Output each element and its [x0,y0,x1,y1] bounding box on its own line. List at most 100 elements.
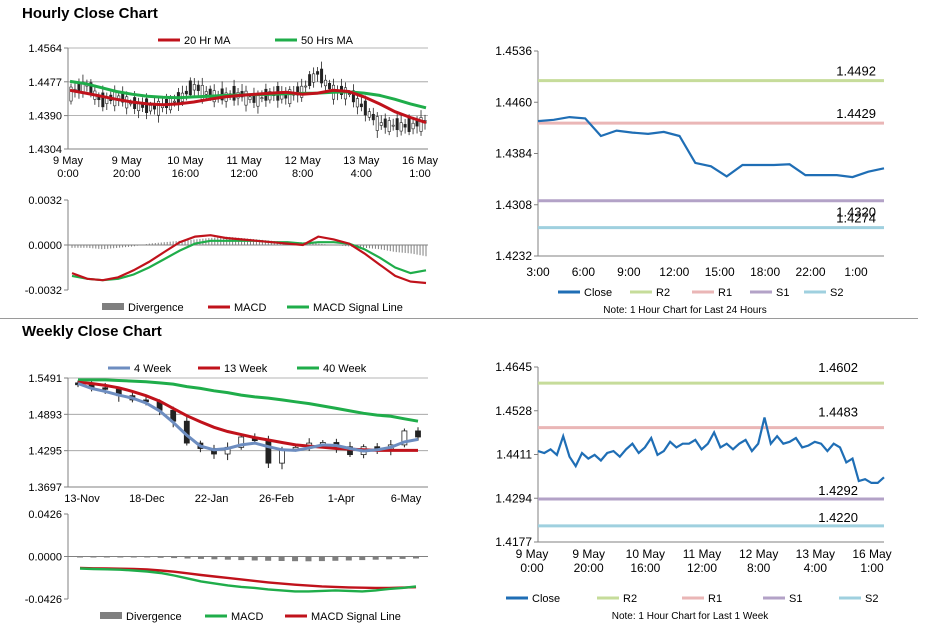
hourly-candle-body [391,124,395,127]
hourly-macd-line [71,234,427,285]
section-divider [0,318,918,319]
hourly-candle-body [188,80,192,96]
weekly-close-r2-legend-label: R2 [623,593,637,605]
close24-xtick-label: 15:00 [705,265,735,279]
hourly-candle-body [172,100,176,103]
close-ytick-label: 1.4308 [495,198,532,212]
w13-legend-label: 13 Week [224,363,268,375]
weekly-macd-line [79,567,417,593]
hourly-xtick-label: 9 May [112,155,142,167]
weekly-xtick-label: 13-Nov [64,493,100,505]
weekly-close-xtick-label: 1:00 [860,561,884,575]
hourly-candle-body [320,68,324,84]
close24-xtick-label: 22:00 [796,265,826,279]
weekly-divergence-bar [144,556,151,558]
weekly-divergence-bar [117,556,124,558]
weekly-macd-signal-line [79,566,417,590]
weekly-close-r1-legend-label: R1 [708,593,722,605]
hourly-xtick-label: 4:00 [351,168,372,180]
ma20-line [69,88,427,125]
hourly-macd-ytick-label: -0.0032 [25,285,62,297]
weekly-close-xtick-label: 0:00 [520,561,544,575]
hourly-candle-body [312,73,316,83]
hourly-candle-body [256,94,260,107]
close24-xtick-label: 6:00 [572,265,596,279]
hourly-candle-body [371,113,375,121]
hourly-candle-body [232,85,236,101]
weekly-divergence-legend-swatch [100,612,122,619]
weekly-divergence-bar [265,556,272,561]
weekly-close-1w-chart: 1.4645 1.4528 1.4411 1.4294 1.4177 1.4602 1.44… [495,360,891,622]
hourly-candle-body [308,74,312,86]
weekly-xtick-label: 1-Apr [328,493,355,505]
hourly-candle-body [411,122,415,130]
weekly-price-ytick-label: 1.5491 [28,373,62,385]
ma20-legend-label: 20 Hr MA [184,35,231,47]
weekly-close-xtick-label: 13 May [796,547,835,561]
hourly-section-title: Hourly Close Chart [22,5,158,22]
weekly-price-ytick-label: 1.3697 [28,482,62,494]
weekly-divergence-bar [90,556,97,558]
hourly-macd-chart: 0.0032 0.0000 -0.0032 Divergence MACD MACD Si… [25,195,428,314]
weekly-close-note: Note: 1 Hour Chart for Last 1 Week [612,611,770,622]
level-label-r2: 1.4492 [836,64,876,79]
close24-xtick-label: 3:00 [526,265,550,279]
weekly-macd-ytick-label: 0.0000 [28,552,62,564]
hourly-candle-body [363,100,367,116]
weekly-candle-body [102,387,109,390]
level-label-s1: 1.4320 [836,205,876,220]
weekly-divergence-bar [157,556,164,558]
hourly-candle-body [324,79,328,87]
weekly-divergence-bar [238,556,245,561]
hourly-candle-body [141,104,145,108]
close24-xtick-label: 12:00 [659,265,689,279]
weekly-close-xtick-label: 16:00 [630,561,660,575]
ma50-legend-label: 50 Hrs MA [301,35,354,47]
close24-r1-legend-label: R1 [718,287,732,299]
weekly-close-s1-legend-label: S1 [789,593,802,605]
hourly-candle-body [387,120,391,132]
weekly-divergence-bar [171,556,178,559]
hourly-macd-ytick-label: 0.0032 [28,195,62,207]
hourly-divergence-legend-label: Divergence [128,302,184,314]
hourly-candle-body [304,85,308,88]
weekly-close-xtick-label: 10 May [626,547,665,561]
hourly-candle-body [192,84,196,91]
close-ytick-label: 1.4232 [495,249,532,263]
weekly-divergence-bar [103,556,110,558]
hourly-price-ytick-label: 1.4304 [28,144,62,156]
weekly-divergence-bar [197,556,204,559]
w40-line [78,378,419,423]
hourly-candle-body [359,103,363,108]
hourly-candle-body [260,97,264,99]
hourly-candle-body [399,122,403,132]
hourly-candle-body [316,71,320,75]
weekly-close-s2-legend-label: S2 [865,593,878,605]
hourly-candle-body [379,122,383,126]
hourly-candle-body [419,117,423,132]
hourly-candle-body [101,92,105,108]
close-ytick-label: 1.4536 [495,44,532,58]
weekly-xtick-label: 18-Dec [129,493,165,505]
close24-s1-legend-label: S1 [776,287,789,299]
hourly-candle-body [395,118,399,131]
hourly-macd-ytick-label: 0.0000 [28,240,62,252]
close-price-line [537,115,885,179]
weekly-close-xtick-label: 12 May [739,547,778,561]
weekly-divergence-bar [332,556,339,561]
close-ytick-label: 1.4384 [495,147,532,161]
close-ytick-label: 1.4177 [495,535,532,549]
hourly-macd-signal-legend-label: MACD Signal Line [313,302,403,314]
weekly-macd-ytick-label: -0.0426 [25,594,62,606]
hourly-xtick-label: 1:00 [409,168,430,180]
hourly-xtick-label: 12:00 [230,168,258,180]
close24-xtick-label: 18:00 [750,265,780,279]
hourly-xtick-label: 12 May [285,155,322,167]
hourly-candle-body [351,90,355,103]
weekly-divergence-bar [399,556,406,559]
hourly-candle-body [403,124,407,128]
weekly-section-title: Weekly Close Chart [22,323,162,340]
hourly-candle-body [347,93,351,95]
